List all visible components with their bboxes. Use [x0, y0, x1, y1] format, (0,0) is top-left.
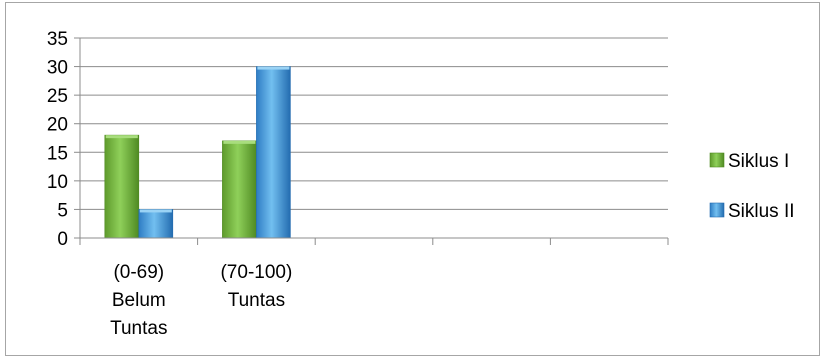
y-tick-label: 15: [47, 143, 68, 164]
x-category-label: Belum: [112, 290, 166, 311]
y-axis-ticks: 0 5 10 15 20 25 30 35: [47, 29, 80, 250]
x-category-label: (70-100): [220, 262, 292, 283]
y-tick-label: 25: [47, 86, 68, 107]
bar-siklus-i: [104, 134, 140, 239]
x-category-label: (0-69): [113, 262, 164, 283]
bar-top-highlight: [139, 209, 172, 213]
legend-swatch-siklus-i: [709, 152, 725, 168]
bar-siklus-ii: [138, 209, 174, 239]
x-axis-categories: (0-69) Belum Tuntas (70-100) Tuntas: [110, 262, 292, 339]
bar-siklus-i: [222, 140, 257, 239]
legend-label: Siklus II: [728, 201, 795, 222]
x-category-label: Tuntas: [228, 290, 285, 311]
gridlines: [80, 37, 668, 210]
legend-swatch-siklus-ii: [709, 202, 725, 218]
y-tick-label: 5: [57, 200, 68, 221]
bar-top-highlight: [257, 66, 290, 70]
y-tick-label: 0: [57, 229, 68, 250]
legend: Siklus I Siklus II: [709, 151, 795, 222]
bar-top-highlight: [105, 135, 138, 139]
bar-top-highlight: [223, 140, 256, 144]
x-category-label: Tuntas: [110, 318, 167, 339]
legend-label: Siklus I: [728, 151, 789, 172]
bar-siklus-ii: [256, 66, 291, 239]
axes: [79, 38, 669, 245]
y-tick-label: 35: [47, 29, 68, 50]
y-tick-label: 20: [47, 115, 68, 136]
bars: [104, 66, 291, 239]
chart-frame: [5, 2, 820, 356]
y-tick-label: 30: [47, 58, 68, 79]
y-tick-label: 10: [47, 172, 68, 193]
